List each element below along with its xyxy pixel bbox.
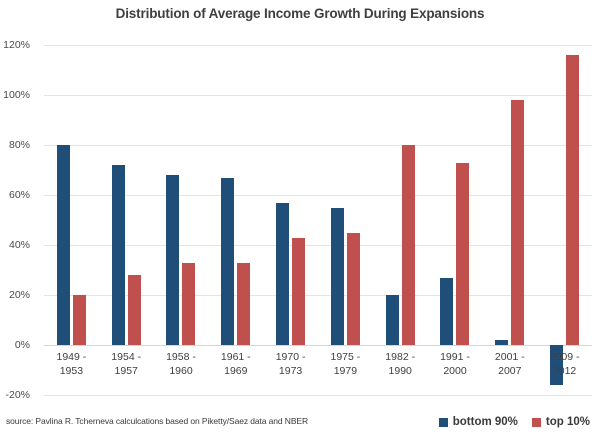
- x-tick-label-line: 1953: [59, 365, 84, 377]
- bar-cluster: [428, 45, 483, 395]
- y-tick-label: 100%: [3, 89, 30, 101]
- gridline-60: [44, 195, 592, 196]
- gridline-0: [44, 345, 592, 346]
- bar-bottom-90: [385, 295, 399, 345]
- x-axis-tick-labels: 1949 - 1953 1954 - 1957 1958 - 1960 1961 - 1969…: [44, 350, 592, 394]
- bar-cluster: [537, 45, 592, 395]
- x-tick-label-line: 1973: [278, 365, 303, 377]
- gridline-120: [44, 45, 592, 46]
- gridline-100: [44, 95, 592, 96]
- bar-top-10: [456, 162, 470, 345]
- bar-bottom-90: [495, 340, 509, 345]
- bar-top-10: [346, 232, 360, 345]
- x-tick-label: 2009 - 2012: [537, 350, 592, 378]
- x-tick-label-line: 1991 -: [440, 351, 470, 363]
- bar-cluster: [154, 45, 209, 395]
- bar-series-group: [44, 45, 592, 395]
- x-tick-label-line: 1961 -: [220, 351, 251, 363]
- bar-bottom-90: [56, 145, 70, 345]
- bar-cluster: [373, 45, 428, 395]
- x-tick-label: 1949 - 1953: [44, 350, 99, 378]
- legend-swatch-icon: [438, 417, 448, 427]
- legend-item-label: top 10%: [545, 416, 590, 428]
- bar-cluster: [99, 45, 154, 395]
- bar-bottom-90: [276, 202, 290, 345]
- bar-bottom-90: [221, 177, 235, 345]
- x-tick-label-line: 1954 -: [111, 351, 142, 363]
- x-tick-label-line: 2009 -: [549, 351, 580, 363]
- chart-legend: bottom 90% top 10%: [438, 416, 590, 428]
- y-tick-label: 120%: [3, 39, 30, 51]
- bar-bottom-90: [111, 165, 125, 345]
- y-tick-label: 0%: [14, 339, 30, 351]
- x-tick-label: 1991 - 2000: [428, 350, 483, 378]
- bar-top-10: [182, 262, 196, 345]
- x-tick-label-line: 1960: [169, 365, 193, 377]
- y-tick-label: 60%: [8, 189, 30, 201]
- x-tick-label-line: 1949 -: [56, 351, 87, 363]
- plot-area: 120% 100% 80% 60% 40% 20% 0% -20%: [3, 39, 592, 401]
- y-tick-label: 20%: [8, 289, 30, 301]
- source-note: source: Pavlina R. Tcherneva calculcatio…: [6, 416, 308, 426]
- chart-title: Distribution of Average Income Growth Du…: [115, 6, 485, 21]
- x-tick-label-line: 1975 -: [330, 351, 361, 363]
- bar-cluster: [44, 45, 99, 395]
- x-tick-label-line: 1990: [388, 365, 412, 377]
- gridline--20: [44, 395, 592, 396]
- y-tick-label: 40%: [8, 239, 30, 251]
- bar-top-10: [292, 237, 306, 345]
- x-tick-label-line: 2007: [498, 365, 522, 377]
- x-tick-label: 2001 - 2007: [482, 350, 537, 378]
- legend-item-label: bottom 90%: [452, 416, 518, 428]
- bar-cluster: [318, 45, 373, 395]
- x-tick-label-line: 1969: [224, 365, 248, 377]
- x-tick-label: 1958 - 1960: [154, 350, 209, 378]
- bar-top-10: [566, 55, 580, 345]
- legend-item[interactable]: bottom 90%: [438, 416, 518, 428]
- bar-top-10: [237, 262, 251, 345]
- gridline-80: [44, 145, 592, 146]
- x-tick-label: 1975 - 1979: [318, 350, 373, 378]
- x-tick-label-line: 1982 -: [385, 351, 416, 363]
- gridline-20: [44, 295, 592, 296]
- x-tick-label-line: 2000: [443, 365, 467, 377]
- x-tick-label-line: 2012: [552, 365, 577, 377]
- bar-cluster: [482, 45, 537, 395]
- bar-top-10: [511, 100, 525, 345]
- x-tick-label: 1982 - 1990: [373, 350, 428, 378]
- x-tick-label: 1954 - 1957: [99, 350, 154, 378]
- bar-bottom-90: [166, 175, 180, 345]
- bar-top-10: [401, 145, 415, 345]
- x-tick-label: 1970 - 1973: [263, 350, 318, 378]
- bar-cluster: [208, 45, 263, 395]
- x-tick-label-line: 1957: [114, 365, 138, 377]
- bar-cluster: [263, 45, 318, 395]
- legend-item[interactable]: top 10%: [531, 416, 590, 428]
- y-tick-label: 80%: [8, 139, 30, 151]
- legend-swatch-icon: [531, 417, 541, 427]
- x-tick-label-line: 1979: [333, 365, 358, 377]
- bar-bottom-90: [440, 277, 454, 345]
- bar-bottom-90: [330, 207, 344, 345]
- bar-bottom-90: [550, 345, 564, 385]
- x-tick-label-line: 1958 -: [166, 351, 196, 363]
- gridline-40: [44, 245, 592, 246]
- x-tick-label: 1961 - 1969: [208, 350, 263, 378]
- x-tick-label-line: 1970 -: [275, 351, 306, 363]
- y-tick-label: -20%: [5, 389, 30, 401]
- x-tick-label-line: 2001 -: [494, 351, 525, 363]
- bar-top-10: [127, 275, 141, 345]
- bar-top-10: [72, 295, 86, 345]
